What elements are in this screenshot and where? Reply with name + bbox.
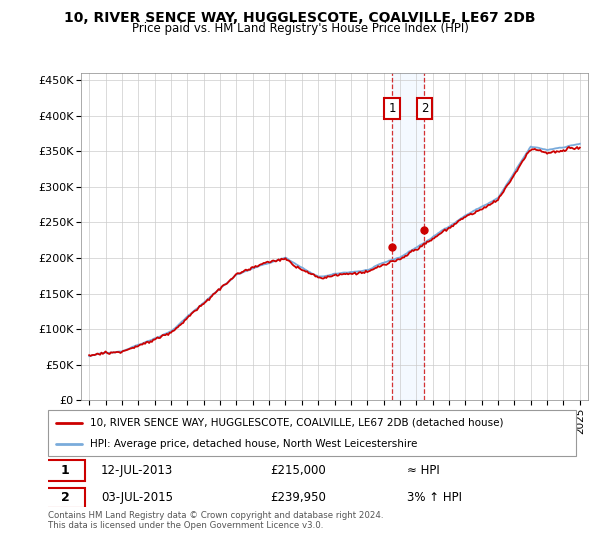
Text: 03-JUL-2015: 03-JUL-2015 (101, 491, 173, 504)
Text: 2: 2 (61, 491, 69, 504)
Text: 10, RIVER SENCE WAY, HUGGLESCOTE, COALVILLE, LE67 2DB: 10, RIVER SENCE WAY, HUGGLESCOTE, COALVI… (64, 11, 536, 25)
Text: Price paid vs. HM Land Registry's House Price Index (HPI): Price paid vs. HM Land Registry's House … (131, 22, 469, 35)
Text: 2: 2 (421, 102, 428, 115)
Text: 1: 1 (61, 464, 69, 477)
Text: Contains HM Land Registry data © Crown copyright and database right 2024.
This d: Contains HM Land Registry data © Crown c… (48, 511, 383, 530)
Text: 3% ↑ HPI: 3% ↑ HPI (407, 491, 462, 504)
Text: £215,000: £215,000 (270, 464, 326, 477)
Text: ≈ HPI: ≈ HPI (407, 464, 440, 477)
FancyBboxPatch shape (46, 488, 85, 508)
Text: 12-JUL-2013: 12-JUL-2013 (101, 464, 173, 477)
Text: 1: 1 (388, 102, 396, 115)
Text: HPI: Average price, detached house, North West Leicestershire: HPI: Average price, detached house, Nort… (90, 439, 418, 449)
Bar (392, 73, 424, 400)
FancyBboxPatch shape (46, 460, 85, 480)
Text: £239,950: £239,950 (270, 491, 326, 504)
Text: 10, RIVER SENCE WAY, HUGGLESCOTE, COALVILLE, LE67 2DB (detached house): 10, RIVER SENCE WAY, HUGGLESCOTE, COALVI… (90, 418, 504, 428)
